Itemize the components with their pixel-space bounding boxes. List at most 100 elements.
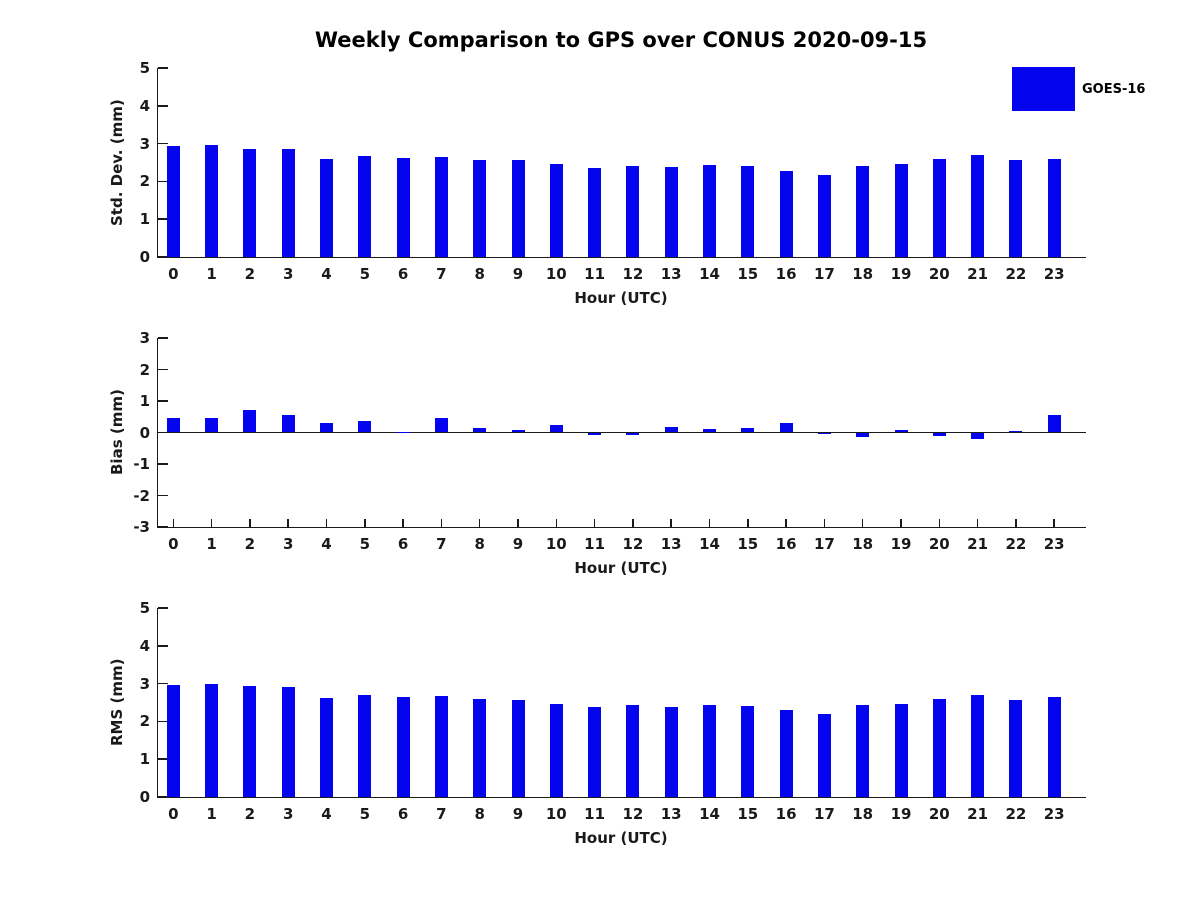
x-tick-label: 22 <box>1005 265 1027 283</box>
bar <box>588 432 602 435</box>
x-tick-label: 23 <box>1043 535 1065 553</box>
x-tick-label: 16 <box>775 805 797 823</box>
x-tick-label: 3 <box>282 265 294 283</box>
x-tick-label: 7 <box>436 265 447 283</box>
bar <box>703 704 716 797</box>
bar <box>396 697 410 797</box>
zero-baseline <box>158 431 1086 434</box>
bar <box>205 417 219 433</box>
bar <box>434 156 448 257</box>
y-tick-label: 1 <box>139 750 150 769</box>
bar <box>894 164 908 257</box>
bar <box>243 148 257 257</box>
x-tick-mark <box>861 519 864 527</box>
x-tick-mark <box>555 519 558 527</box>
y-tick-mark <box>158 400 168 402</box>
x-tick-label: 4 <box>321 805 332 823</box>
x-tick-label: 7 <box>436 535 447 553</box>
x-tick-label: 6 <box>397 805 409 823</box>
y-tick-label: 3 <box>139 134 150 153</box>
bar <box>971 155 985 257</box>
bar <box>664 707 678 797</box>
x-tick-label: 1 <box>206 805 217 823</box>
x-tick-label: 2 <box>244 265 256 283</box>
bar <box>281 148 295 257</box>
bar <box>511 429 525 433</box>
bar <box>434 695 448 797</box>
x-tick-mark <box>747 519 749 527</box>
x-tick-label: 6 <box>397 265 409 283</box>
x-tick-mark <box>478 519 481 527</box>
y-tick-label: 2 <box>139 172 150 191</box>
rms-x-axis-label: Hour (UTC) <box>574 829 668 847</box>
y-tick-mark <box>158 645 168 647</box>
x-tick-mark <box>172 519 175 527</box>
x-tick-mark <box>364 519 366 527</box>
rms-chart: 0 1 2 3 4 5 0 1 2 3 4 5 6 7 8 9 10 11 12 13 14 15 16 17 18 19 20 21… <box>140 599 1086 823</box>
x-tick-mark <box>517 519 519 527</box>
bar <box>664 167 678 257</box>
bar <box>511 699 525 797</box>
x-tick-label: 6 <box>397 535 409 553</box>
x-tick-label: 15 <box>737 265 759 283</box>
y-tick-label: 5 <box>139 599 150 617</box>
x-tick-label: 0 <box>168 805 179 823</box>
bar <box>396 157 410 257</box>
y-tick-label: 4 <box>139 636 150 655</box>
bar <box>894 430 908 433</box>
x-tick-mark <box>976 519 979 527</box>
x-tick-mark <box>670 519 672 527</box>
bar <box>549 703 563 797</box>
bar <box>971 694 985 797</box>
x-tick-mark <box>632 519 634 527</box>
bar <box>703 165 716 257</box>
x-tick-label: 21 <box>967 535 989 553</box>
bar <box>320 423 333 433</box>
x-tick-label: 14 <box>699 805 720 823</box>
y-tick-label: 2 <box>139 712 150 731</box>
y-tick-mark <box>158 463 168 465</box>
x-tick-label: 16 <box>775 265 797 283</box>
bar <box>166 685 180 797</box>
bar <box>664 427 678 433</box>
x-tick-label: 19 <box>890 265 912 283</box>
x-tick-mark <box>287 519 289 527</box>
x-tick-label: 15 <box>737 535 759 553</box>
bar <box>281 686 295 797</box>
x-tick-label: 14 <box>699 265 720 283</box>
x-tick-label: 8 <box>474 265 485 283</box>
x-tick-mark <box>402 519 404 527</box>
x-tick-label: 21 <box>967 805 989 823</box>
y-tick-label: 0 <box>139 788 150 806</box>
stddev-x-axis-label: Hour (UTC) <box>574 289 668 307</box>
y-tick-mark <box>158 67 168 69</box>
bar <box>626 165 640 257</box>
x-tick-label: 17 <box>813 805 835 823</box>
bar <box>243 410 257 433</box>
bar <box>932 432 946 436</box>
x-tick-label: 16 <box>775 535 797 553</box>
bar <box>1009 699 1023 797</box>
bar <box>281 415 295 433</box>
x-tick-label: 4 <box>321 535 332 553</box>
y-tick-label: 5 <box>139 59 150 77</box>
stddev-chart: 0 1 2 3 4 5 0 1 2 3 4 5 6 7 8 9 10 11 12 13 14 15 16 17 18 19 20 21… <box>140 59 1086 283</box>
x-tick-mark <box>1053 519 1055 527</box>
x-tick-label: 9 <box>512 535 524 553</box>
y-tick-mark <box>158 105 168 107</box>
bar <box>320 698 333 797</box>
y-tick-mark <box>158 758 168 760</box>
bar <box>1009 159 1023 257</box>
x-tick-label: 4 <box>321 265 332 283</box>
legend-label: GOES-16 <box>1082 81 1146 97</box>
chart-title: Weekly Comparison to GPS over CONUS 2020… <box>314 28 928 52</box>
x-tick-label: 22 <box>1005 805 1027 823</box>
x-tick-label: 20 <box>928 805 950 823</box>
x-tick-label: 18 <box>852 535 874 553</box>
bar <box>473 699 487 797</box>
x-tick-mark <box>440 519 443 527</box>
x-tick-mark <box>325 519 328 527</box>
bar <box>511 159 525 257</box>
bar <box>1047 159 1061 257</box>
x-tick-mark <box>1015 519 1017 527</box>
